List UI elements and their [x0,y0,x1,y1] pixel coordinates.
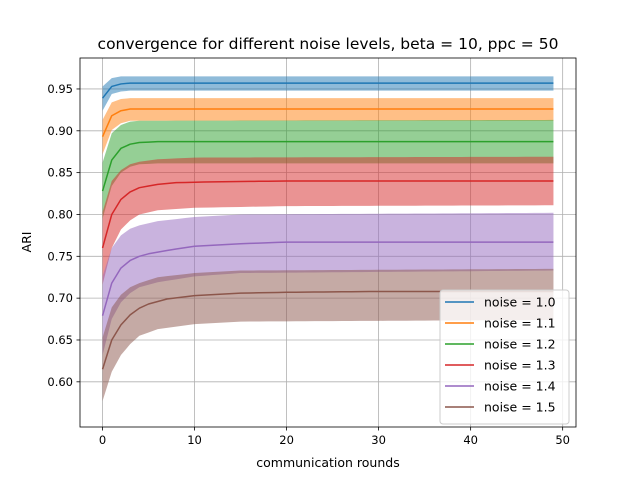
x-tick-label: 50 [555,433,570,447]
y-tick-label: 0.60 [47,375,73,389]
legend-label: noise = 1.2 [484,337,556,352]
line-series-5 [101,241,554,316]
plot-area: 0 10 20 30 40 50 0.60 0.65 0.70 0.75 0.80 0.85 0.90 0… [47,57,577,447]
y-tick-label: 0.80 [47,207,73,221]
legend-label: noise = 1.1 [484,316,556,331]
y-tick-label: 0.85 [47,166,73,180]
line-series-1 [101,82,554,99]
y-tick-label: 0.90 [47,124,73,138]
y-tick-label: 0.70 [47,291,73,305]
line-series-3 [101,140,554,192]
band-series-4 [102,156,554,285]
line-series-2 [101,108,554,137]
band-series-2 [102,98,554,155]
line-series-4 [101,180,554,249]
x-tick-label: 0 [99,433,106,447]
y-axis-label: ARI [19,232,34,253]
x-axis-label: communication rounds [256,455,399,470]
band-series-1 [102,76,554,111]
legend: noise = 1.0 noise = 1.1 noise = 1.2 noise =… [439,289,570,425]
legend-label: noise = 1.0 [484,295,556,310]
y-tick-label: 0.75 [47,249,73,263]
y-tick-label: 0.65 [47,333,73,347]
band-series-5 [102,212,554,356]
legend-label: noise = 1.5 [484,400,556,415]
band-series-3 [102,119,554,219]
y-tick-label: 0.95 [47,82,73,96]
x-tick-label: 40 [463,433,478,447]
chart-title: convergence for different noise levels, … [98,35,559,53]
x-tick-label: 10 [187,433,202,447]
legend-label: noise = 1.4 [484,379,556,394]
x-tick-label: 20 [279,433,294,447]
axes-frame [79,57,577,428]
legend-label: noise = 1.3 [484,358,556,373]
x-tick-label: 30 [371,433,386,447]
